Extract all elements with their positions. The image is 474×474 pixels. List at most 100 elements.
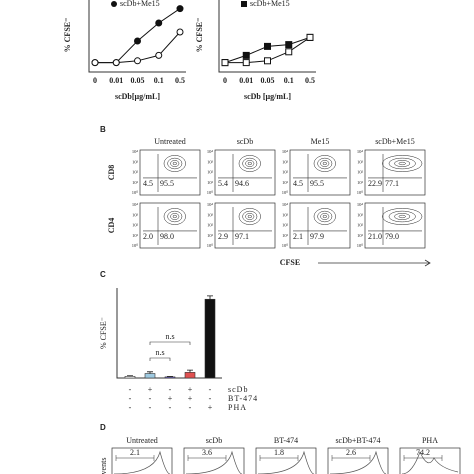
axes xyxy=(88,0,186,73)
axis-tick-label: 10⁰ xyxy=(282,243,289,248)
axis-tick-label: 10² xyxy=(132,223,139,228)
contour xyxy=(242,210,258,223)
condition-sign: + xyxy=(188,385,193,394)
histogram xyxy=(329,450,387,474)
point xyxy=(242,59,250,67)
legend-label: scDb+Me15 xyxy=(120,0,160,8)
gate-value: 3.6 xyxy=(202,448,212,457)
point xyxy=(306,33,314,41)
gate xyxy=(187,455,227,461)
bracket xyxy=(149,341,191,345)
axis-tick-label: 10³ xyxy=(207,159,214,164)
flow-plot xyxy=(214,202,276,249)
point xyxy=(134,37,141,45)
bracket xyxy=(149,357,171,361)
quadrant-value: 79.0 xyxy=(385,232,399,241)
column-title: Me15 xyxy=(311,137,330,146)
row-label: CD8 xyxy=(107,165,116,181)
axis-tick-label: 10¹ xyxy=(357,233,364,238)
x-axis-label: scDb [µg/mL] xyxy=(244,92,291,101)
axis-tick-label: 10⁴ xyxy=(207,149,214,154)
gate-value: 2.6 xyxy=(346,448,356,457)
gate xyxy=(331,455,371,461)
series-line xyxy=(95,8,181,64)
column-title: scDb+BT-474 xyxy=(335,436,380,445)
axis-tick-label: 10⁰ xyxy=(357,190,364,195)
axis-tick-label: 10¹ xyxy=(132,180,139,185)
bar xyxy=(124,376,136,379)
contour xyxy=(238,155,261,172)
column-title: scDb+Me15 xyxy=(375,137,415,146)
x-tick-label: 0.01 xyxy=(109,76,123,85)
quadrant-value: 2.9 xyxy=(218,232,228,241)
quadrant-value: 2.0 xyxy=(143,232,153,241)
axis-tick-label: 10⁴ xyxy=(207,202,214,207)
histogram-plot xyxy=(183,447,245,474)
x-tick-label: 0 xyxy=(93,76,97,85)
axes xyxy=(218,0,316,73)
axis-tick-label: 10² xyxy=(282,223,289,228)
contour xyxy=(163,208,186,225)
histogram xyxy=(401,451,459,474)
bar xyxy=(184,372,196,379)
quadrant-value: 95.5 xyxy=(310,179,324,188)
error-bar xyxy=(147,371,153,374)
x-axis-label: scDb[µg/mL] xyxy=(115,92,160,101)
contour xyxy=(167,210,183,223)
contour xyxy=(247,214,252,219)
contour xyxy=(313,208,336,225)
point xyxy=(176,28,184,36)
point xyxy=(112,59,120,67)
condition-sign: - xyxy=(149,394,152,403)
y-axis-label: % CFSE⁻ xyxy=(99,317,108,349)
axis-tick-label: 10¹ xyxy=(357,180,364,185)
contour xyxy=(313,155,336,172)
point xyxy=(155,51,163,59)
annotation: n.s xyxy=(155,348,164,357)
quadrant-value: 94.6 xyxy=(235,179,249,188)
condition-sign: - xyxy=(169,403,172,412)
x-tick-label: 0.5 xyxy=(305,76,315,85)
condition-sign: - xyxy=(169,385,172,394)
condition-sign: - xyxy=(209,385,212,394)
y-axis-label: % CFSE⁻ xyxy=(63,18,72,53)
flow-plot xyxy=(289,149,351,196)
quadrant-value: 98.0 xyxy=(160,232,174,241)
y-axis-label: % CFSE⁻ xyxy=(195,18,204,53)
flow-plot xyxy=(214,149,276,196)
error-bar xyxy=(187,369,193,373)
x-tick-label: 0.5 xyxy=(175,76,185,85)
condition-sign: - xyxy=(129,403,132,412)
axis-tick-label: 10⁰ xyxy=(357,243,364,248)
legend-marker xyxy=(111,1,117,7)
point xyxy=(264,42,271,50)
axis-tick-label: 10² xyxy=(282,170,289,175)
panel-label: B xyxy=(100,125,106,134)
point xyxy=(285,48,293,56)
contour xyxy=(398,161,406,166)
axis-tick-label: 10³ xyxy=(207,212,214,217)
axis-tick-label: 10⁴ xyxy=(132,202,139,207)
contour xyxy=(320,213,330,220)
point xyxy=(242,51,250,59)
point xyxy=(221,59,229,67)
quadrant-value: 77.1 xyxy=(385,179,399,188)
quadrant-value: 95.5 xyxy=(160,179,174,188)
condition-sign: - xyxy=(149,403,152,412)
gate-value: 2.1 xyxy=(130,448,140,457)
contour xyxy=(394,213,411,220)
axis-tick-label: 10⁰ xyxy=(282,190,289,195)
axis-tick-label: 10² xyxy=(207,223,214,228)
contour xyxy=(238,208,261,225)
flow-plot xyxy=(364,149,426,196)
condition-name: scDb xyxy=(228,385,248,394)
contour xyxy=(172,161,177,166)
histogram-plot xyxy=(255,447,317,474)
x-tick-label: 0 xyxy=(223,76,227,85)
contour xyxy=(172,214,177,219)
histogram xyxy=(113,450,171,474)
condition-sign: + xyxy=(168,394,173,403)
axis-tick-label: 10² xyxy=(357,170,364,175)
contour xyxy=(388,210,416,223)
